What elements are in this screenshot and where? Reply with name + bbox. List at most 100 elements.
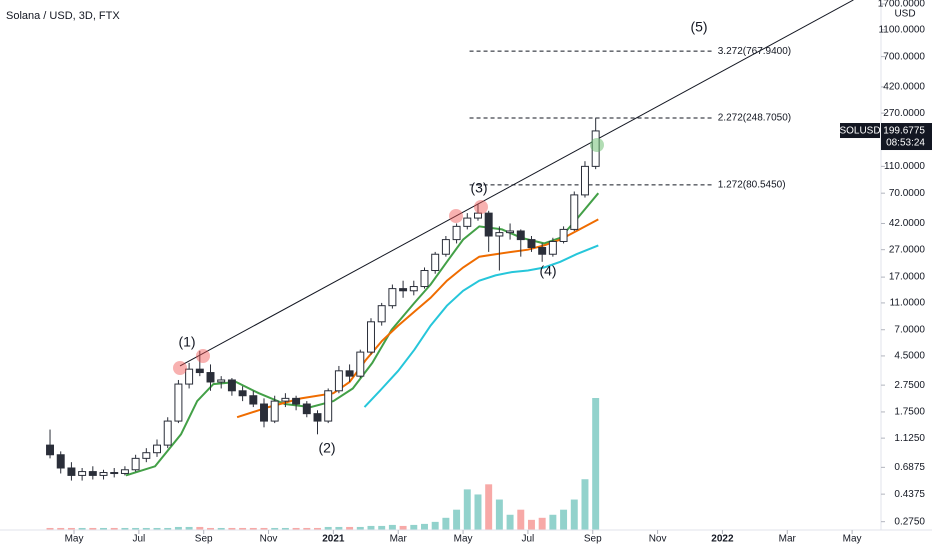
- candle-body: [463, 217, 472, 227]
- y-tick-label: 4.5000: [894, 351, 925, 362]
- candle-body: [238, 390, 247, 397]
- volume-bar: [239, 527, 247, 530]
- candle-body: [559, 228, 568, 242]
- chart-title: Solana / USD, 3D, FTX: [6, 10, 120, 22]
- moving-average: [236, 218, 599, 419]
- x-tick-label: Nov: [260, 534, 278, 545]
- candle-body: [334, 370, 343, 392]
- y-tick-label: 0.2750: [894, 516, 925, 527]
- volume-bar: [527, 519, 535, 530]
- volume-bar: [121, 527, 129, 530]
- candle-body: [110, 472, 119, 475]
- countdown-label: 08:53:24: [886, 138, 925, 149]
- x-tick-label: Mar: [390, 534, 408, 545]
- x-tick-label: May: [454, 534, 473, 545]
- pivot-marker: [474, 200, 488, 214]
- x-tick-label: 2022: [711, 534, 734, 545]
- x-tick-label: Jul: [522, 534, 535, 545]
- y-tick-label: 42.0000: [889, 218, 926, 229]
- volume-bar: [442, 517, 450, 530]
- candle-body: [206, 372, 215, 383]
- y-tick-label: 0.6875: [894, 462, 925, 473]
- price-label: 199.6775: [883, 126, 925, 137]
- symbol-label: SOLUSD: [839, 126, 880, 137]
- candle-body: [388, 288, 397, 307]
- volume-bar: [549, 514, 557, 530]
- y-tick-label: 1.1250: [894, 433, 925, 444]
- candle-body: [46, 444, 55, 456]
- volume-bar: [431, 521, 439, 530]
- candle-body: [185, 368, 194, 385]
- volume-bar: [303, 527, 311, 530]
- volume-bar: [399, 525, 407, 530]
- volume-bar: [388, 524, 396, 530]
- candle-body: [409, 286, 418, 292]
- pivot-marker: [196, 349, 210, 363]
- volume-bar: [538, 517, 546, 530]
- volume-bar: [495, 499, 503, 530]
- volume-bar: [100, 527, 107, 530]
- pivot-marker: [449, 209, 463, 223]
- candle-body: [260, 403, 268, 422]
- volume-bar: [196, 526, 204, 530]
- y-tick-label: 700.0000: [883, 51, 925, 62]
- candle-body: [367, 321, 375, 353]
- volume-bar: [581, 479, 589, 530]
- candle-body: [452, 225, 461, 241]
- candle-body: [324, 390, 333, 422]
- candle-body: [67, 467, 76, 476]
- volume-bar: [506, 514, 514, 530]
- candle-body: [431, 253, 440, 272]
- candle-body: [227, 379, 236, 392]
- candle-body: [99, 472, 108, 476]
- candle-body: [345, 370, 354, 377]
- volume-bar: [421, 523, 428, 530]
- volume-bar: [228, 527, 236, 530]
- candle-body: [495, 232, 504, 237]
- volume-bar: [314, 527, 321, 530]
- candle-body: [399, 288, 408, 292]
- candle-body: [270, 400, 279, 422]
- volume-bar: [463, 489, 471, 530]
- candle-body: [474, 212, 482, 219]
- plot-area: [46, 0, 854, 530]
- wave-label: (3): [470, 180, 487, 196]
- candle-body: [580, 165, 589, 196]
- volume-bar: [57, 527, 65, 530]
- candle-body: [163, 420, 172, 446]
- x-tick-label: Sep: [195, 534, 213, 545]
- trendline: [179, 0, 854, 367]
- candle-body: [56, 454, 65, 469]
- volume-bar: [281, 527, 289, 530]
- y-tick-label: 2.7500: [894, 380, 925, 391]
- volume-bar: [517, 509, 525, 530]
- candle-body: [420, 270, 429, 288]
- candle-body: [570, 194, 579, 230]
- volume-bar: [185, 526, 193, 530]
- volume-bar: [207, 527, 214, 530]
- y-tick-label: 420.0000: [883, 82, 925, 93]
- moving-average: [363, 244, 599, 408]
- y-tick-label: 70.0000: [889, 188, 926, 199]
- wave-label: (5): [690, 19, 707, 35]
- volume-bar: [292, 527, 300, 530]
- candle-body: [356, 351, 365, 377]
- y-tick-label: 270.0000: [883, 108, 925, 119]
- x-tick-label: 2021: [322, 534, 345, 545]
- volume-bar: [474, 494, 482, 530]
- volume-bar: [570, 499, 578, 530]
- volume-bar: [110, 527, 118, 530]
- candle-body: [441, 239, 450, 255]
- price-tag: [881, 123, 932, 151]
- volume-bar: [132, 527, 140, 530]
- candle-body: [120, 469, 129, 474]
- candle-body: [548, 240, 557, 255]
- candle-body: [516, 230, 525, 241]
- volume-bar: [324, 526, 332, 530]
- y-tick-label: 1.7500: [894, 407, 925, 418]
- y-tick-label: 1700.0000: [878, 0, 926, 10]
- wave-label: (1): [178, 334, 195, 350]
- volume-bar: [346, 526, 354, 530]
- candle-body: [281, 397, 290, 402]
- volume-bar: [592, 398, 600, 530]
